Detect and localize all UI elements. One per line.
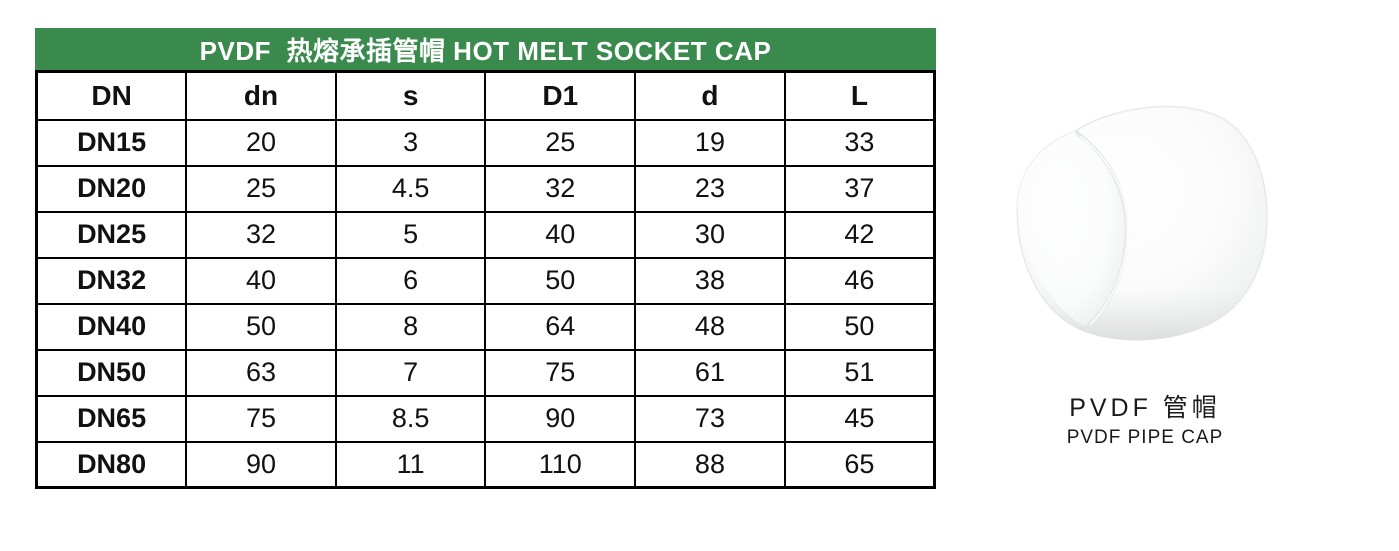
- row-label: DN50: [35, 348, 188, 397]
- cell: 45: [783, 394, 936, 443]
- cell: 50: [484, 256, 637, 305]
- pipe-cap-image: [1016, 105, 1268, 341]
- cell: 5: [334, 210, 487, 259]
- row-label: DN20: [35, 164, 188, 213]
- row-label: DN40: [35, 302, 188, 351]
- dimension-table: DN dn s D1 d L DN15 20 3 25 19 33: [35, 70, 936, 489]
- cell: 88: [634, 440, 786, 489]
- table-row: DN20 25 4.5 32 23 37: [35, 164, 936, 213]
- table-row: DN15 20 3 25 19 33: [35, 118, 936, 167]
- cell: 33: [783, 118, 936, 167]
- cell: 61: [634, 348, 786, 397]
- row-label: DN25: [35, 210, 188, 259]
- cell: 25: [484, 118, 637, 167]
- cell: 30: [634, 210, 786, 259]
- row-label: DN65: [35, 394, 188, 443]
- cell: 11: [334, 440, 487, 489]
- cell: 6: [334, 256, 487, 305]
- table-row: DN65 75 8.5 90 73 45: [35, 394, 936, 443]
- cell: 8: [334, 302, 487, 351]
- cell: 46: [783, 256, 936, 305]
- cell: 20: [185, 118, 337, 167]
- cell: 48: [634, 302, 786, 351]
- cell: 90: [484, 394, 637, 443]
- cell: 38: [634, 256, 786, 305]
- header-cell-DN: DN: [35, 70, 188, 121]
- header-cell-d: d: [634, 70, 786, 121]
- cell: 40: [185, 256, 337, 305]
- cell: 65: [783, 440, 936, 489]
- table-row: DN40 50 8 64 48 50: [35, 302, 936, 351]
- table-row: DN50 63 7 75 61 51: [35, 348, 936, 397]
- table-row: DN25 32 5 40 30 42: [35, 210, 936, 259]
- table-row: DN32 40 6 50 38 46: [35, 256, 936, 305]
- cell: 63: [185, 348, 337, 397]
- cell: 73: [634, 394, 786, 443]
- header-cell-s: s: [334, 70, 487, 121]
- cell: 50: [185, 302, 337, 351]
- cell: 75: [484, 348, 637, 397]
- product-caption: PVDF 管帽 PVDF PIPE CAP: [995, 388, 1295, 449]
- cell: 19: [634, 118, 786, 167]
- cell: 3: [334, 118, 487, 167]
- cell: 51: [783, 348, 936, 397]
- cell: 7: [334, 348, 487, 397]
- cell: 75: [185, 394, 337, 443]
- header-cell-dn: dn: [185, 70, 337, 121]
- cell: 90: [185, 440, 337, 489]
- cell: 32: [185, 210, 337, 259]
- header-cell-D1: D1: [484, 70, 637, 121]
- row-label: DN32: [35, 256, 188, 305]
- header-cell-L: L: [783, 70, 936, 121]
- cell: 50: [783, 302, 936, 351]
- table-header-row: DN dn s D1 d L: [35, 70, 936, 121]
- cell: 42: [783, 210, 936, 259]
- cell: 40: [484, 210, 637, 259]
- table-row: DN80 90 11 110 88 65: [35, 440, 936, 489]
- product-photo: [995, 90, 1295, 352]
- spec-table-block: PVDF 热熔承插管帽 HOT MELT SOCKET CAP DN dn s …: [35, 28, 936, 489]
- cell: 23: [634, 164, 786, 213]
- row-label: DN80: [35, 440, 188, 489]
- cell: 8.5: [334, 394, 487, 443]
- table-title-bar: PVDF 热熔承插管帽 HOT MELT SOCKET CAP: [35, 28, 936, 70]
- caption-english: PVDF PIPE CAP: [1066, 427, 1224, 448]
- cell: 25: [185, 164, 337, 213]
- row-label: DN15: [35, 118, 188, 167]
- cell: 37: [783, 164, 936, 213]
- cell: 32: [484, 164, 637, 213]
- cell: 64: [484, 302, 637, 351]
- caption-chinese: PVDF 管帽: [1069, 394, 1221, 422]
- cell: 4.5: [334, 164, 487, 213]
- cell: 110: [484, 440, 637, 489]
